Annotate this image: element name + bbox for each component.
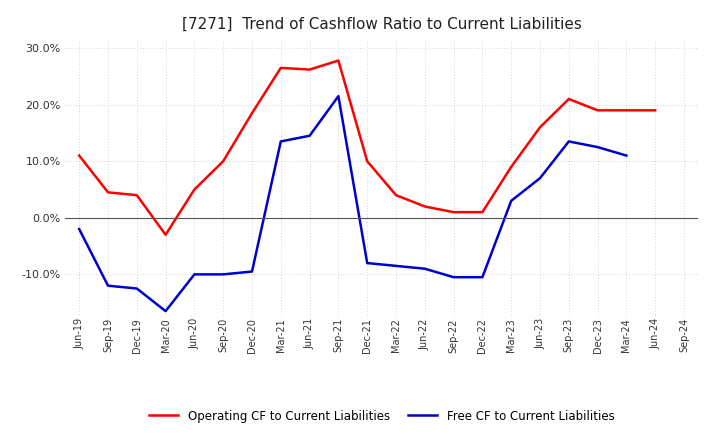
- Title: [7271]  Trend of Cashflow Ratio to Current Liabilities: [7271] Trend of Cashflow Ratio to Curren…: [181, 16, 582, 32]
- Free CF to Current Liabilities: [449, 275, 458, 280]
- Free CF to Current Liabilities: [622, 153, 631, 158]
- Operating CF to Current Liabilities: [651, 108, 660, 113]
- Free CF to Current Liabilities: [190, 272, 199, 277]
- Line: Operating CF to Current Liabilities: Operating CF to Current Liabilities: [79, 61, 655, 235]
- Free CF to Current Liabilities: [276, 139, 285, 144]
- Operating CF to Current Liabilities: [622, 108, 631, 113]
- Operating CF to Current Liabilities: [334, 58, 343, 63]
- Operating CF to Current Liabilities: [507, 164, 516, 169]
- Operating CF to Current Liabilities: [276, 65, 285, 70]
- Operating CF to Current Liabilities: [564, 96, 573, 102]
- Operating CF to Current Liabilities: [75, 153, 84, 158]
- Operating CF to Current Liabilities: [449, 209, 458, 215]
- Free CF to Current Liabilities: [420, 266, 429, 271]
- Operating CF to Current Liabilities: [478, 209, 487, 215]
- Free CF to Current Liabilities: [219, 272, 228, 277]
- Operating CF to Current Liabilities: [305, 67, 314, 72]
- Operating CF to Current Liabilities: [420, 204, 429, 209]
- Free CF to Current Liabilities: [507, 198, 516, 203]
- Operating CF to Current Liabilities: [363, 158, 372, 164]
- Free CF to Current Liabilities: [478, 275, 487, 280]
- Free CF to Current Liabilities: [132, 286, 141, 291]
- Operating CF to Current Liabilities: [248, 110, 256, 116]
- Free CF to Current Liabilities: [104, 283, 112, 288]
- Operating CF to Current Liabilities: [392, 193, 400, 198]
- Free CF to Current Liabilities: [392, 263, 400, 268]
- Operating CF to Current Liabilities: [190, 187, 199, 192]
- Free CF to Current Liabilities: [161, 308, 170, 314]
- Free CF to Current Liabilities: [248, 269, 256, 274]
- Free CF to Current Liabilities: [363, 260, 372, 266]
- Free CF to Current Liabilities: [334, 94, 343, 99]
- Operating CF to Current Liabilities: [132, 193, 141, 198]
- Operating CF to Current Liabilities: [593, 108, 602, 113]
- Operating CF to Current Liabilities: [219, 158, 228, 164]
- Operating CF to Current Liabilities: [161, 232, 170, 238]
- Free CF to Current Liabilities: [564, 139, 573, 144]
- Free CF to Current Liabilities: [305, 133, 314, 139]
- Free CF to Current Liabilities: [75, 227, 84, 232]
- Line: Free CF to Current Liabilities: Free CF to Current Liabilities: [79, 96, 626, 311]
- Legend: Operating CF to Current Liabilities, Free CF to Current Liabilities: Operating CF to Current Liabilities, Fre…: [144, 405, 619, 427]
- Free CF to Current Liabilities: [593, 144, 602, 150]
- Operating CF to Current Liabilities: [536, 125, 544, 130]
- Free CF to Current Liabilities: [536, 176, 544, 181]
- Operating CF to Current Liabilities: [104, 190, 112, 195]
